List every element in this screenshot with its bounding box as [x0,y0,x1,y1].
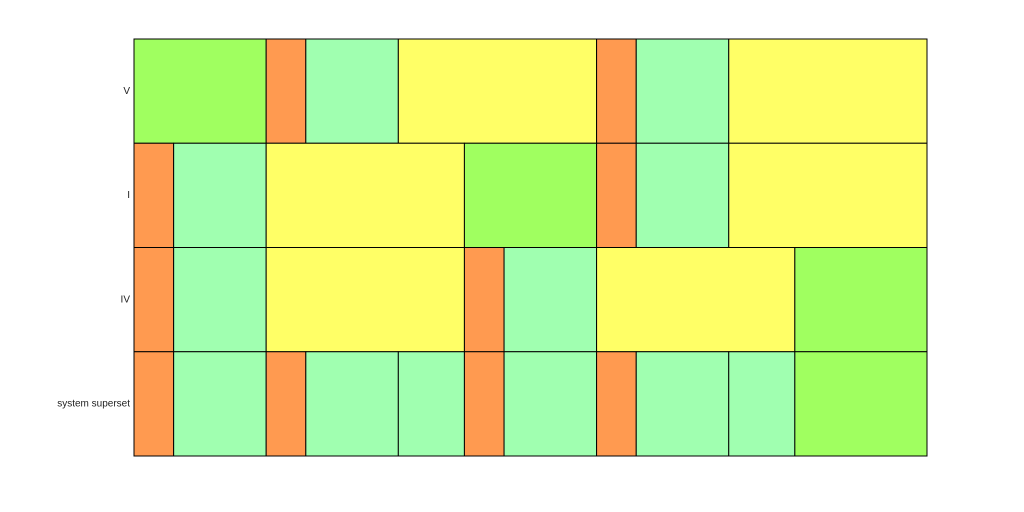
block [635,351,730,457]
block [596,38,637,144]
block [397,38,598,144]
block [794,351,928,457]
row-label: I [127,190,130,201]
block [173,351,267,457]
block [728,351,796,457]
block [133,38,267,144]
block [728,142,928,248]
block [133,247,175,353]
row-label: system superset [57,399,130,410]
block [265,247,465,353]
block [305,351,399,457]
block [728,38,928,144]
block [173,247,267,353]
block [635,142,730,248]
block [463,247,505,353]
block [265,38,307,144]
block [794,247,928,353]
block [596,142,637,248]
block [463,142,598,248]
block [265,142,465,248]
block [596,247,796,353]
block [173,142,267,248]
block [463,351,505,457]
block [635,38,730,144]
block [133,142,175,248]
row-label: IV [121,294,131,305]
block [133,351,175,457]
block [503,247,598,353]
block [265,351,307,457]
block [397,351,465,457]
block [503,351,598,457]
block [305,38,399,144]
row-label: V [123,86,130,97]
block [596,351,637,457]
